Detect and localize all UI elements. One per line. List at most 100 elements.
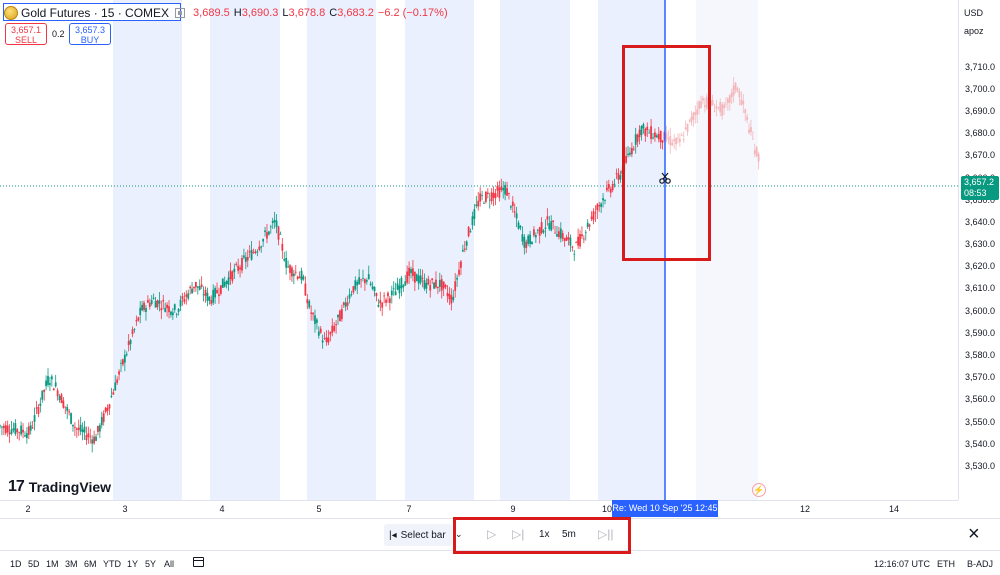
price-tick: 3,690.0: [965, 105, 996, 116]
lightning-icon[interactable]: ⚡: [752, 483, 766, 497]
range-1y[interactable]: 1Y: [127, 559, 139, 569]
candle: [715, 106, 718, 109]
select-bar-icon: |◂: [389, 529, 397, 541]
close-replay-icon[interactable]: ×: [968, 523, 980, 545]
session-toggle[interactable]: ETH: [937, 559, 955, 569]
utc-clock[interactable]: 12:16:07 UTC: [874, 559, 931, 569]
candle: [339, 310, 341, 322]
candle: [425, 282, 428, 289]
time-axis[interactable]: 2 3 4 5 7 9 10 12 14: [0, 500, 958, 518]
range-3m[interactable]: 3M: [65, 559, 78, 569]
candle: [508, 193, 510, 194]
scale-mode-label[interactable]: apoz: [964, 26, 984, 36]
candle: [221, 278, 224, 288]
candle: [181, 296, 184, 300]
candle: [168, 306, 170, 313]
time-tick: 10: [601, 504, 613, 514]
candle: [517, 222, 520, 229]
candle: [267, 231, 270, 235]
candle: [606, 187, 608, 191]
step-forward-icon[interactable]: ▷|: [512, 527, 525, 541]
candle: [321, 340, 324, 343]
adjustment-toggle[interactable]: B-ADJ: [967, 559, 994, 569]
chart-legend[interactable]: Gold Futures · 15 · COMEX 3,689.5 H3,690…: [4, 4, 448, 22]
candle: [281, 243, 284, 251]
candle: [402, 285, 405, 288]
candle: [479, 193, 482, 202]
range-6m[interactable]: 6M: [84, 559, 97, 569]
range-1d[interactable]: 1D: [10, 559, 22, 569]
candle: [502, 187, 505, 191]
candle: [325, 337, 328, 343]
candle: [540, 222, 543, 233]
candle: [550, 221, 553, 231]
candle: [584, 232, 587, 234]
candle: [396, 283, 399, 290]
chart-pane[interactable]: Gold Futures · 15 · COMEX 3,689.5 H3,690…: [0, 0, 958, 500]
time-tick: 3: [122, 504, 128, 514]
range-1m[interactable]: 1M: [46, 559, 59, 569]
candle: [0, 425, 1, 427]
candle: [450, 295, 453, 304]
candle: [98, 425, 101, 432]
buy-button[interactable]: 3,657.3 BUY: [69, 23, 111, 45]
candle: [509, 206, 512, 208]
candle: [690, 116, 693, 123]
price-chart[interactable]: [0, 0, 958, 500]
candle: [206, 292, 209, 302]
replay-interval-button[interactable]: 5m: [562, 529, 576, 540]
candle: [452, 296, 455, 301]
candle: [216, 289, 218, 294]
price-axis[interactable]: USD apoz 3,710.0 3,700.0 3,690.0 3,680.0 3,6…: [958, 0, 1000, 500]
tradingview-logo[interactable]: 17 TradingView: [8, 478, 112, 495]
candle: [388, 298, 391, 303]
range-5y[interactable]: 5Y: [145, 559, 157, 569]
candle: [6, 425, 9, 433]
session-band: [307, 0, 376, 500]
candle: [137, 317, 140, 321]
candle: [486, 192, 489, 194]
replay-speed-button[interactable]: 1x: [539, 529, 550, 540]
candle: [686, 123, 689, 132]
candle: [548, 223, 551, 230]
range-5d[interactable]: 5D: [28, 559, 40, 569]
candle: [369, 283, 372, 286]
candle: [112, 392, 115, 395]
candle: [114, 382, 117, 391]
candle: [398, 285, 401, 294]
time-tick: 12: [799, 504, 811, 514]
bottom-toolbar: 1D 5D 1M 3M 6M YTD 1Y 5Y All 12:16:07 UT…: [0, 550, 1000, 575]
candle: [66, 407, 69, 411]
candle: [208, 296, 211, 301]
candle: [37, 406, 40, 415]
candle: [283, 259, 286, 261]
jump-to-realtime-icon[interactable]: ▷||: [598, 527, 614, 541]
candle: [258, 246, 261, 250]
candle: [89, 436, 92, 438]
candle: [575, 241, 578, 243]
scissors-icon[interactable]: [659, 172, 671, 184]
candle: [490, 192, 493, 202]
candle: [665, 132, 668, 140]
candle: [166, 304, 168, 309]
candle: [97, 425, 99, 432]
calendar-icon[interactable]: [193, 557, 204, 567]
chevron-down-icon[interactable]: ⌄: [455, 529, 463, 539]
hide-legend-icon[interactable]: [175, 8, 186, 18]
select-bar-button[interactable]: |◂ Select bar: [384, 524, 452, 546]
range-all[interactable]: All: [164, 559, 175, 569]
play-icon[interactable]: ▷: [487, 527, 497, 541]
candle: [373, 287, 376, 291]
symbol-title[interactable]: Gold Futures · 15 · COMEX: [21, 6, 170, 20]
candle: [252, 252, 255, 253]
range-ytd[interactable]: YTD: [103, 559, 121, 569]
sell-button[interactable]: 3,657.1 SELL: [5, 23, 47, 45]
candle: [654, 132, 656, 138]
candle: [315, 319, 318, 323]
candle: [348, 294, 351, 299]
candle: [544, 227, 547, 229]
gold-futures-logo-icon: [4, 6, 18, 20]
price-tick: 3,530.0: [965, 460, 996, 471]
currency-label[interactable]: USD: [964, 8, 984, 18]
candle: [448, 293, 451, 300]
